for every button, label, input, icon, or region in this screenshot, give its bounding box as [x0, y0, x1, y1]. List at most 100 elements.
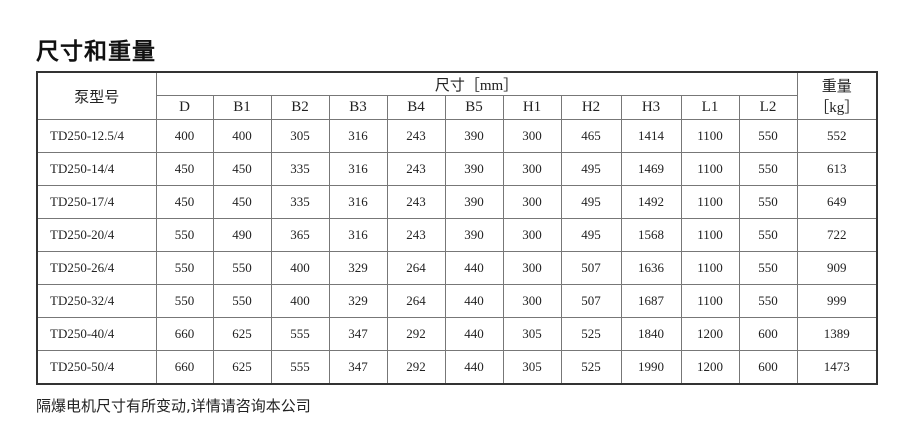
value-cell: 722: [796, 218, 878, 252]
value-cell: 1687: [620, 284, 682, 318]
value-cell: 550: [212, 251, 272, 285]
weight-header: 重量 ［kg］: [796, 71, 878, 120]
table-row: TD250-32/4 550 550 400 329 264 440 300 507 1687 11…: [36, 284, 878, 318]
value-cell: 550: [155, 218, 214, 252]
value-cell: 495: [560, 218, 622, 252]
value-cell: 390: [444, 185, 504, 219]
value-cell: 1100: [680, 185, 740, 219]
value-cell: 329: [328, 284, 388, 318]
value-cell: 243: [386, 152, 446, 186]
value-cell: 465: [560, 119, 622, 153]
value-cell: 550: [738, 218, 798, 252]
value-cell: 999: [796, 284, 878, 318]
value-cell: 400: [270, 284, 330, 318]
value-cell: 300: [502, 185, 562, 219]
value-cell: 1200: [680, 317, 740, 351]
column-header: L1: [680, 95, 740, 120]
value-cell: 335: [270, 185, 330, 219]
value-cell: 550: [155, 284, 214, 318]
value-cell: 1100: [680, 119, 740, 153]
value-cell: 329: [328, 251, 388, 285]
column-header: D: [155, 95, 214, 120]
value-cell: 316: [328, 119, 388, 153]
value-cell: 440: [444, 317, 504, 351]
table-row: TD250-26/4 550 550 400 329 264 440 300 507 1636 11…: [36, 251, 878, 285]
column-header: B5: [444, 95, 504, 120]
value-cell: 316: [328, 152, 388, 186]
value-cell: 525: [560, 317, 622, 351]
value-cell: 400: [155, 119, 214, 153]
value-cell: 300: [502, 251, 562, 285]
model-cell: TD250-50/4: [36, 350, 157, 385]
value-cell: 316: [328, 185, 388, 219]
value-cell: 292: [386, 350, 446, 385]
value-cell: 305: [270, 119, 330, 153]
column-header: B4: [386, 95, 446, 120]
value-cell: 347: [328, 317, 388, 351]
table-row: TD250-20/4 550 490 365 316 243 390 300 495 1568 11…: [36, 218, 878, 252]
value-cell: 1636: [620, 251, 682, 285]
value-cell: 1492: [620, 185, 682, 219]
value-cell: 1990: [620, 350, 682, 385]
model-header: 泵型号: [36, 71, 157, 120]
value-cell: 450: [155, 152, 214, 186]
column-header: H1: [502, 95, 562, 120]
value-cell: 390: [444, 119, 504, 153]
value-cell: 1200: [680, 350, 740, 385]
value-cell: 550: [738, 251, 798, 285]
weight-unit: ［kg］: [814, 100, 860, 116]
value-cell: 450: [155, 185, 214, 219]
footer-note: 隔爆电机尺寸有所变动,详情请咨询本公司: [36, 397, 311, 415]
table-row: TD250-12.5/4 400 400 305 316 243 390 300 465 1414…: [36, 119, 878, 153]
value-cell: 1100: [680, 218, 740, 252]
value-cell: 440: [444, 251, 504, 285]
dimensions-table: 泵型号 尺寸［mm］ 重量 ［kg］ D B1 B2 B3 B4 B5 H1 H2 H3 L1 L2 …: [36, 71, 878, 385]
model-cell: TD250-12.5/4: [36, 119, 157, 153]
value-cell: 600: [738, 350, 798, 385]
value-cell: 1100: [680, 251, 740, 285]
value-cell: 600: [738, 317, 798, 351]
value-cell: 316: [328, 218, 388, 252]
value-cell: 507: [560, 284, 622, 318]
value-cell: 552: [796, 119, 878, 153]
table-row: TD250-40/4 660 625 555 347 292 440 305 525 1840 12…: [36, 317, 878, 351]
weight-label: 重量: [821, 79, 852, 95]
value-cell: 495: [560, 152, 622, 186]
value-cell: 660: [155, 350, 214, 385]
value-cell: 550: [738, 185, 798, 219]
model-cell: TD250-20/4: [36, 218, 157, 252]
value-cell: 909: [796, 251, 878, 285]
value-cell: 550: [738, 119, 798, 153]
column-header: H2: [560, 95, 622, 120]
dimension-header: 尺寸［mm］: [155, 71, 798, 96]
value-cell: 243: [386, 218, 446, 252]
value-cell: 264: [386, 284, 446, 318]
model-cell: TD250-32/4: [36, 284, 157, 318]
value-cell: 550: [212, 284, 272, 318]
value-cell: 1100: [680, 152, 740, 186]
value-cell: 1568: [620, 218, 682, 252]
table-row: TD250-50/4 660 625 555 347 292 440 305 525 1990 12…: [36, 350, 878, 385]
value-cell: 390: [444, 218, 504, 252]
value-cell: 365: [270, 218, 330, 252]
value-cell: 440: [444, 284, 504, 318]
value-cell: 335: [270, 152, 330, 186]
value-cell: 300: [502, 152, 562, 186]
model-cell: TD250-17/4: [36, 185, 157, 219]
value-cell: 555: [270, 317, 330, 351]
value-cell: 555: [270, 350, 330, 385]
value-cell: 550: [738, 152, 798, 186]
value-cell: 1414: [620, 119, 682, 153]
value-cell: 660: [155, 317, 214, 351]
value-cell: 292: [386, 317, 446, 351]
value-cell: 550: [738, 284, 798, 318]
value-cell: 450: [212, 152, 272, 186]
value-cell: 400: [270, 251, 330, 285]
value-cell: 525: [560, 350, 622, 385]
page-title: 尺寸和重量: [36, 39, 156, 65]
value-cell: 1469: [620, 152, 682, 186]
value-cell: 400: [212, 119, 272, 153]
value-cell: 243: [386, 119, 446, 153]
table-row: TD250-17/4 450 450 335 316 243 390 300 495 1492 11…: [36, 185, 878, 219]
value-cell: 440: [444, 350, 504, 385]
